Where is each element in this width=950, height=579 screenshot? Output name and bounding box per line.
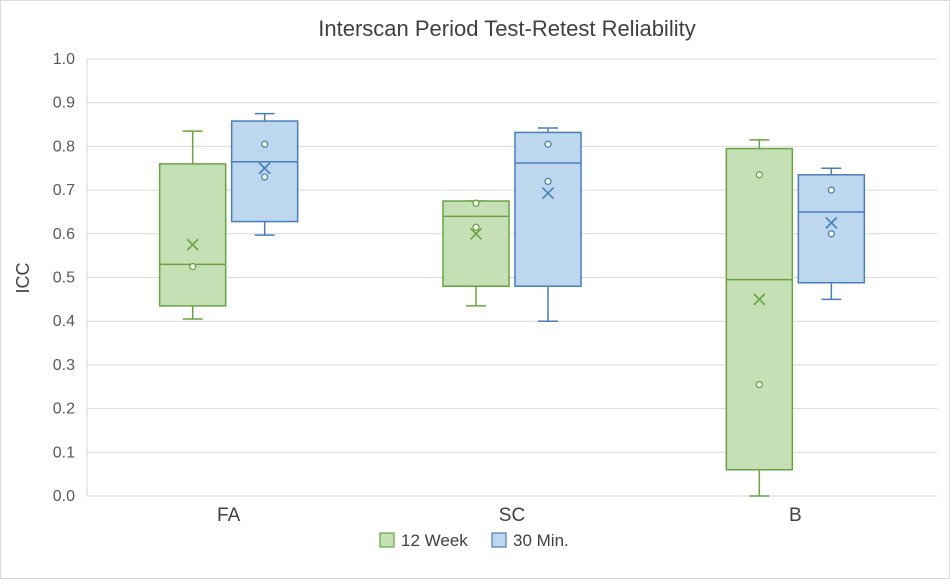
- legend-item-12-week: 12 Week: [379, 531, 468, 550]
- data-point: [544, 177, 552, 186]
- y-tick-label: 0.5: [53, 270, 75, 287]
- box-12-week-fa: [158, 130, 227, 320]
- iqr-box: [725, 147, 794, 471]
- data-point: [261, 140, 269, 148]
- y-tick-label: 0.1: [53, 444, 75, 461]
- legend-label: 12 Week: [401, 531, 468, 550]
- category-labels: FA SC B: [217, 505, 802, 526]
- y-tick-label: 0.7: [53, 182, 75, 199]
- mean-marker: [469, 227, 483, 240]
- box-12-week-sc: [442, 199, 510, 307]
- box-30-min-sc: [514, 127, 582, 322]
- mean-marker: [541, 187, 555, 200]
- mean-marker: [753, 293, 766, 306]
- iqr-box: [158, 163, 227, 307]
- data-point: [827, 230, 835, 238]
- data-point: [827, 186, 835, 194]
- data-point: [472, 199, 480, 207]
- y-tick-label: 0.0: [53, 488, 75, 505]
- data-point: [261, 173, 269, 181]
- data-point: [755, 380, 763, 389]
- gridlines: [86, 58, 937, 497]
- y-tick-label: 0.3: [53, 357, 75, 374]
- y-tick-label: 0.8: [53, 138, 75, 155]
- legend-swatch: [491, 532, 507, 548]
- mean-marker: [258, 162, 271, 175]
- chart-title: Interscan Period Test-Retest Reliability: [318, 16, 695, 41]
- iqr-box: [514, 131, 582, 287]
- box-12-week-b: [725, 139, 794, 497]
- mean-marker: [186, 238, 199, 251]
- y-axis-title: ICC: [13, 263, 33, 294]
- category-label-sc: SC: [499, 505, 525, 526]
- box-series: [158, 112, 866, 497]
- category-label-b: B: [789, 505, 802, 526]
- y-tick-label: 0.6: [53, 226, 75, 243]
- box-30-min-b: [797, 167, 866, 301]
- legend: 12 Week 30 Min.: [379, 531, 569, 550]
- box-30-min-fa: [230, 112, 299, 236]
- iqr-box: [230, 120, 299, 223]
- data-point: [544, 140, 552, 148]
- legend-item-30-min: 30 Min.: [491, 531, 569, 550]
- legend-label: 30 Min.: [513, 531, 569, 550]
- iqr-box: [442, 200, 510, 287]
- data-point: [189, 262, 197, 271]
- category-label-fa: FA: [217, 505, 241, 526]
- y-tick-label: 0.4: [53, 313, 75, 330]
- data-point: [755, 171, 763, 179]
- data-point: [472, 223, 480, 231]
- legend-swatch: [379, 532, 395, 548]
- y-tick-label: 1.0: [53, 51, 75, 68]
- mean-marker: [825, 216, 838, 229]
- y-axis-ticks: 0.0 0.1 0.2 0.3 0.4 0.5 0.6 0.7 0.8 0.9 1.0: [53, 51, 75, 505]
- y-tick-label: 0.2: [53, 401, 75, 418]
- y-tick-label: 0.9: [53, 95, 75, 112]
